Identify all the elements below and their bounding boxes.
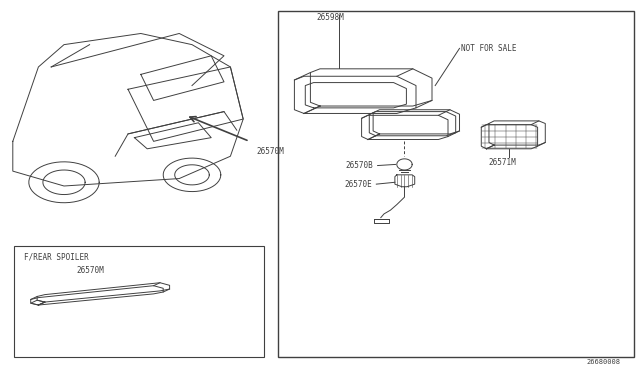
Text: 26570B: 26570B <box>346 161 373 170</box>
Bar <box>14 246 264 357</box>
Text: 26570M: 26570M <box>77 266 104 275</box>
Bar <box>278 11 634 357</box>
Text: F/REAR SPOILER: F/REAR SPOILER <box>24 253 88 262</box>
Text: 26598M: 26598M <box>317 13 344 22</box>
Text: 26571M: 26571M <box>488 158 516 167</box>
Text: NOT FOR SALE: NOT FOR SALE <box>461 44 516 53</box>
Text: 26570E: 26570E <box>344 180 372 189</box>
Text: 26570M: 26570M <box>256 147 284 156</box>
Text: 26680008: 26680008 <box>587 359 621 365</box>
